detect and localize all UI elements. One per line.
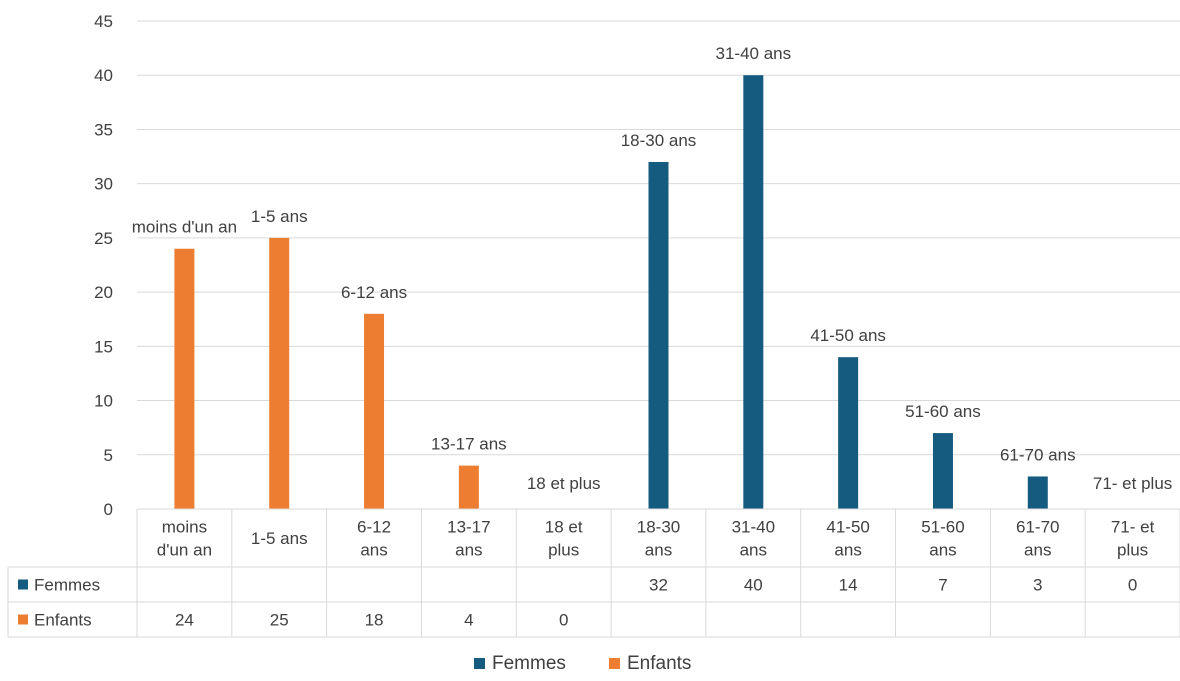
y-tick-label: 5 <box>104 446 113 465</box>
table-category-label: 31-40 <box>732 518 775 537</box>
table-category-label: 61-70 <box>1016 518 1059 537</box>
bar-femmes <box>932 433 953 509</box>
y-tick-label: 10 <box>94 392 113 411</box>
y-tick-label: 15 <box>94 337 113 356</box>
data-label: moins d'un an <box>132 218 237 237</box>
table-series-name: Enfants <box>34 611 92 630</box>
y-tick-label: 45 <box>94 12 113 31</box>
legend-swatch <box>474 658 485 669</box>
data-table: moins d'un an 1-5 ans 6-12 ans 13-17 ans 18 et p… <box>7 508 1180 638</box>
table-category-label: 1-5 ans <box>251 529 308 548</box>
y-tick-label: 0 <box>104 500 113 519</box>
table-value: 4 <box>464 611 473 630</box>
table-category-label: ans <box>740 541 767 560</box>
legend-label: Femmes <box>492 653 566 674</box>
table-value: 14 <box>839 576 858 595</box>
table-category-label: ans <box>834 541 861 560</box>
table-category-label: 18-30 <box>637 518 680 537</box>
table-value: 24 <box>175 611 194 630</box>
table-category-label: ans <box>929 541 956 560</box>
bar-enfants <box>364 313 385 509</box>
table-series-swatch <box>18 614 28 625</box>
bar-enfants <box>269 237 290 509</box>
table-value: 0 <box>559 611 568 630</box>
y-tick-label: 20 <box>94 283 113 302</box>
table-category-label: ans <box>360 541 387 560</box>
table-value: 7 <box>938 576 947 595</box>
table-category-label: 51-60 <box>921 518 964 537</box>
table-category-label: 13-17 <box>447 518 490 537</box>
table-category-label: 71- et <box>1111 518 1155 537</box>
table-value: 40 <box>744 576 763 595</box>
legend-label: Enfants <box>627 653 691 674</box>
data-label: 18 et plus <box>527 474 601 493</box>
table-category-label: moins <box>162 518 207 537</box>
bar-femmes <box>648 161 669 509</box>
table-value: 18 <box>365 611 384 630</box>
y-tick-label: 40 <box>94 66 113 85</box>
bar-enfants <box>174 248 195 509</box>
data-label: 6-12 ans <box>341 283 407 302</box>
table-category-label: plus <box>548 541 579 560</box>
table-series-swatch <box>18 579 28 590</box>
data-label: 13-17 ans <box>431 435 507 454</box>
data-label: 18-30 ans <box>621 131 697 150</box>
table-value: 3 <box>1033 576 1042 595</box>
table-category-label: plus <box>1117 541 1148 560</box>
bar-femmes <box>743 75 764 509</box>
table-category-label: 6-12 <box>357 518 391 537</box>
bar-femmes <box>1027 476 1048 509</box>
bar-femmes <box>838 357 859 509</box>
table-value: 25 <box>270 611 289 630</box>
data-label: 61-70 ans <box>1000 445 1076 464</box>
table-value: 32 <box>649 576 668 595</box>
table-series-name: Femmes <box>34 576 100 595</box>
legend: Femmes Enfants <box>474 653 691 674</box>
table-category-label: 18 et <box>545 518 583 537</box>
table-category-label: ans <box>645 541 672 560</box>
table-category-label: ans <box>455 541 482 560</box>
y-axis-ticks: 0 5 10 15 20 25 30 35 40 45 <box>94 12 113 519</box>
y-tick-label: 30 <box>94 175 113 194</box>
table-category-label: ans <box>1024 541 1051 560</box>
data-label: 1-5 ans <box>251 207 308 226</box>
y-tick-label: 25 <box>94 229 113 248</box>
data-label: 51-60 ans <box>905 402 981 421</box>
data-label: 41-50 ans <box>810 326 886 345</box>
data-labels: moins d'un an 1-5 ans 6-12 ans 13-17 ans 18 … <box>132 44 1173 493</box>
data-label: 31-40 ans <box>716 44 792 63</box>
table-value: 0 <box>1128 576 1137 595</box>
bars <box>174 75 1048 509</box>
table-category-label: 41-50 <box>826 518 869 537</box>
bar-enfants <box>458 465 479 509</box>
legend-swatch <box>609 658 620 669</box>
table-category-label: d'un an <box>157 541 212 560</box>
data-label: 71- et plus <box>1093 474 1172 493</box>
y-tick-label: 35 <box>94 120 113 139</box>
